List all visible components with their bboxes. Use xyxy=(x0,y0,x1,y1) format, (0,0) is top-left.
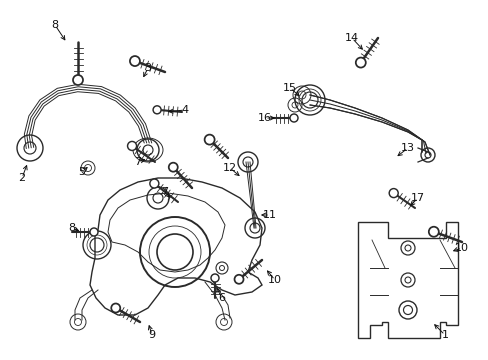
Circle shape xyxy=(149,179,159,188)
Text: 15: 15 xyxy=(283,83,296,93)
Text: 3: 3 xyxy=(144,63,151,73)
Text: 14: 14 xyxy=(344,33,358,43)
Text: 12: 12 xyxy=(223,163,237,173)
Text: 8: 8 xyxy=(68,223,76,233)
Circle shape xyxy=(153,106,161,114)
Text: 16: 16 xyxy=(258,113,271,123)
Circle shape xyxy=(210,274,219,282)
Circle shape xyxy=(204,135,214,145)
Circle shape xyxy=(127,141,136,150)
Text: 2: 2 xyxy=(19,173,25,183)
Text: 5: 5 xyxy=(79,167,85,177)
Text: 10: 10 xyxy=(454,243,468,253)
Text: 17: 17 xyxy=(410,193,424,203)
Text: 11: 11 xyxy=(263,210,276,220)
Circle shape xyxy=(388,189,397,198)
Text: 7: 7 xyxy=(161,187,168,197)
Circle shape xyxy=(234,275,243,284)
Circle shape xyxy=(90,228,98,236)
Text: 7: 7 xyxy=(134,157,141,167)
Circle shape xyxy=(111,303,120,312)
Text: 6: 6 xyxy=(218,293,225,303)
Text: 8: 8 xyxy=(51,20,59,30)
Circle shape xyxy=(355,58,365,68)
Text: 1: 1 xyxy=(441,330,447,340)
Circle shape xyxy=(428,227,438,237)
Text: 4: 4 xyxy=(181,105,188,115)
Circle shape xyxy=(289,114,297,122)
Circle shape xyxy=(168,163,178,172)
Text: 10: 10 xyxy=(267,275,282,285)
Text: 9: 9 xyxy=(148,330,155,340)
Text: 13: 13 xyxy=(400,143,414,153)
Circle shape xyxy=(130,56,140,66)
Circle shape xyxy=(73,75,83,85)
